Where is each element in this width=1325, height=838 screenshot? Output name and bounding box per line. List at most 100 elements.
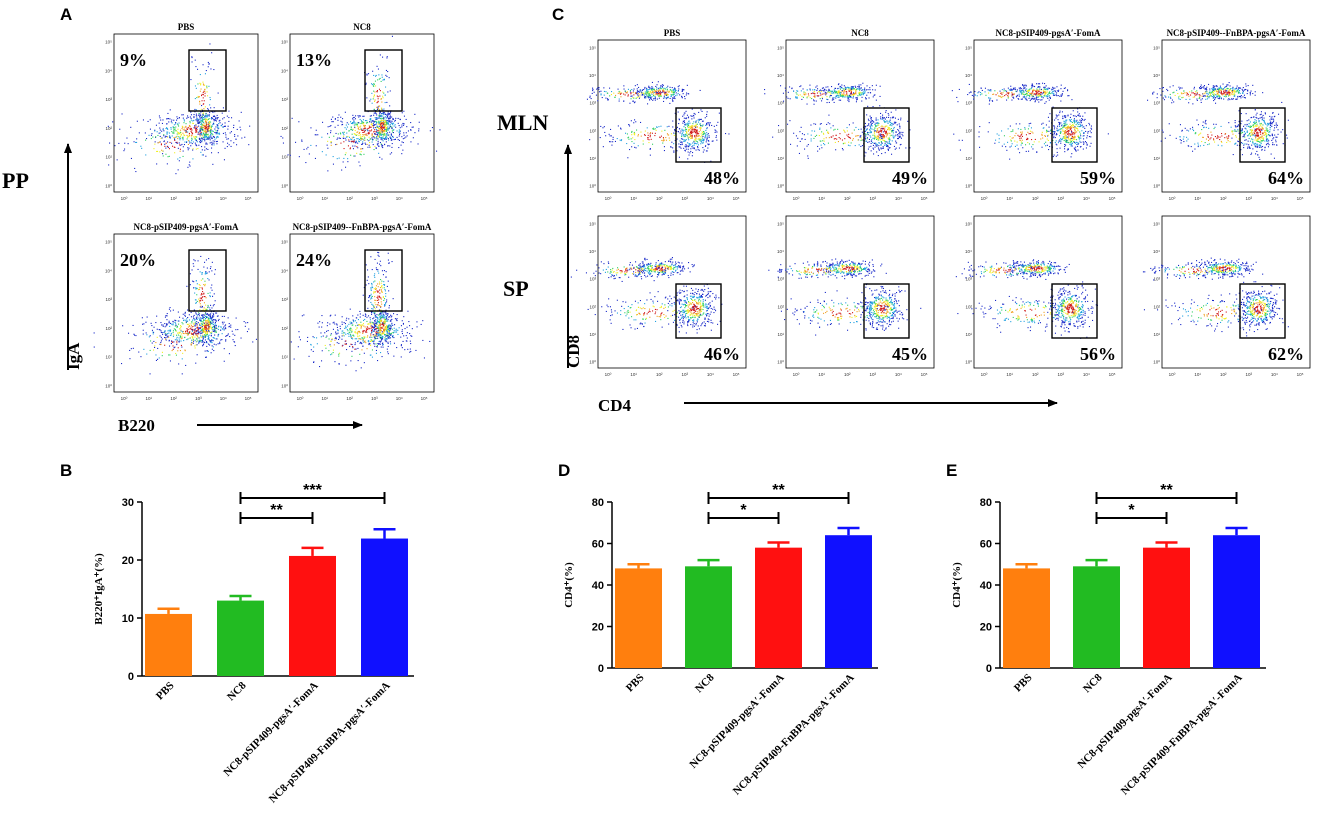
flow-dot — [599, 91, 601, 93]
flow-dot — [207, 137, 209, 139]
flow-dot — [692, 147, 694, 149]
flow-dot — [668, 91, 670, 93]
flow-dot — [312, 350, 314, 352]
flow-dot — [374, 291, 376, 293]
flow-dot — [161, 324, 163, 326]
flow-dot — [182, 132, 184, 134]
flow-dot — [195, 129, 197, 131]
flow-dot — [633, 102, 635, 104]
flow-dot — [826, 92, 828, 94]
flow-dot — [382, 127, 384, 129]
flow-dot — [366, 135, 368, 137]
flow-dot — [797, 94, 799, 96]
flow-dot — [180, 129, 182, 131]
flow-dot — [164, 143, 166, 145]
flow-dot — [627, 94, 629, 96]
flow-dot — [378, 252, 380, 254]
flow-dot — [382, 125, 384, 127]
flow-dot — [325, 154, 327, 156]
flow-dot — [682, 115, 684, 117]
flow-dot — [825, 93, 827, 95]
flow-dot — [386, 122, 388, 124]
flow-dot — [665, 94, 667, 96]
flow-dot — [192, 149, 194, 151]
flow-dot — [695, 126, 697, 128]
flow-dot — [332, 322, 334, 324]
flow-dot — [369, 138, 371, 140]
flow-dot — [652, 87, 654, 89]
flow-dot — [666, 87, 668, 89]
flow-dot — [201, 105, 203, 107]
flow-dot — [835, 92, 837, 94]
flow-dot — [703, 131, 705, 133]
flow-dot — [377, 120, 379, 122]
flow-dot — [384, 320, 386, 322]
flow-dot — [188, 325, 190, 327]
flow-dot — [377, 138, 379, 140]
flow-dot — [352, 122, 354, 124]
flow-dot — [390, 133, 392, 135]
flow-dot — [335, 331, 337, 333]
flow-dot — [387, 345, 389, 347]
flow-dot — [869, 89, 871, 91]
flow-dot — [689, 126, 691, 128]
flow-dot — [649, 91, 651, 93]
flow-dot — [379, 129, 381, 131]
flow-dot — [852, 97, 854, 99]
flow-dot — [381, 338, 383, 340]
flow-dot — [330, 333, 332, 335]
flow-dot — [630, 120, 632, 122]
flow-dot — [597, 100, 599, 102]
flow-dot — [361, 342, 363, 344]
flow-dot — [174, 319, 176, 321]
flow-dot — [403, 335, 405, 337]
flow-dot — [200, 336, 202, 338]
flow-dot — [169, 345, 171, 347]
flow-dot — [173, 126, 175, 128]
flow-dot — [646, 127, 648, 129]
flow-plot-a-2: 10⁰ 10¹ 10² 10³ 10⁴ 10⁵10⁰10¹10²10³10⁴10⁵NC81… — [280, 22, 441, 201]
flow-dot — [377, 106, 379, 108]
flow-dot — [894, 117, 896, 119]
flow-dot — [179, 316, 181, 318]
flow-dot — [133, 141, 135, 143]
flow-dot — [610, 128, 612, 130]
flow-dot — [702, 120, 704, 122]
flow-dot — [210, 313, 212, 315]
flow-dot — [396, 318, 398, 320]
flow-dot — [600, 94, 602, 96]
flow-dot — [392, 124, 394, 126]
flow-dot — [240, 111, 242, 113]
flow-dot — [162, 153, 164, 155]
flow-dot — [632, 90, 634, 92]
flow-dot — [202, 117, 204, 119]
flow-dot — [688, 93, 690, 95]
flow-dot — [388, 139, 390, 141]
flow-dot — [373, 323, 375, 325]
flow-dot — [210, 311, 212, 313]
flow-dot — [701, 135, 703, 137]
flow-dot — [205, 323, 207, 325]
flow-dot — [163, 130, 165, 132]
flow-dot — [401, 112, 403, 114]
flow-dot — [334, 361, 336, 363]
flow-c12-xtick: 10² — [844, 196, 851, 201]
flow-dot — [673, 132, 675, 134]
flow-dot — [862, 91, 864, 93]
flow-dot — [229, 325, 231, 327]
flow-dot — [819, 92, 821, 94]
flow-dot — [366, 348, 368, 350]
flow-dot — [687, 129, 689, 131]
flow-dot — [369, 130, 371, 132]
flow-dot — [372, 318, 374, 320]
flow-dot — [836, 93, 838, 95]
flow-dot — [684, 150, 686, 152]
flow-dot — [210, 318, 212, 320]
flow-dot — [627, 137, 629, 139]
flow-a4-ytick: 10¹ — [281, 355, 288, 360]
flow-dot — [177, 347, 179, 349]
flow-dot — [654, 135, 656, 137]
flow-dot — [209, 43, 211, 45]
flow-dot — [401, 333, 403, 335]
flow-dot — [686, 135, 688, 137]
